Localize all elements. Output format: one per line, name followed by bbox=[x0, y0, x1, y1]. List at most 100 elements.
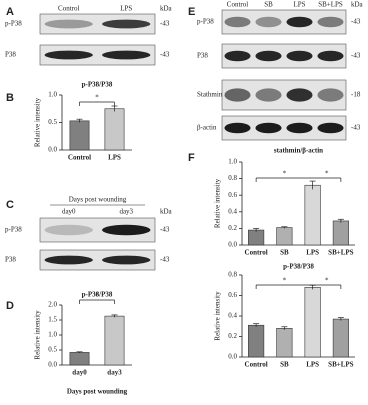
blot-band bbox=[224, 88, 251, 102]
y-tick-label: 0.2 bbox=[228, 332, 237, 340]
kda-label: kDa bbox=[160, 208, 173, 216]
x-tick-label: LPS bbox=[306, 361, 319, 369]
significance-star: * bbox=[95, 292, 99, 300]
x-tick-label: day3 bbox=[107, 369, 122, 377]
row-label: P38 bbox=[197, 52, 208, 60]
blot-strip bbox=[39, 249, 156, 271]
blot-band bbox=[286, 50, 313, 62]
y-tick-label: 0.0 bbox=[228, 353, 237, 361]
lane-label: Control bbox=[227, 1, 248, 9]
bar bbox=[304, 184, 321, 246]
row-label: Stathmin bbox=[197, 91, 223, 99]
bar bbox=[332, 220, 349, 246]
chart-title: p-P38/P38 bbox=[82, 81, 113, 89]
bar bbox=[69, 352, 90, 366]
blot-band bbox=[286, 88, 313, 102]
x-tick-label: SB bbox=[280, 361, 289, 369]
y-tick-label: 0.0 bbox=[48, 361, 57, 369]
blot-band bbox=[102, 50, 151, 60]
y-axis-label: Relative intensity bbox=[34, 310, 42, 360]
blot-band bbox=[224, 16, 251, 28]
blot-band bbox=[255, 88, 282, 102]
panel-letter: F bbox=[188, 152, 195, 164]
significance-star: * bbox=[283, 170, 287, 178]
row-label: P38 bbox=[5, 256, 16, 264]
x-tick-label: SB+LPS bbox=[328, 361, 353, 369]
blot-header: Days post wounding bbox=[69, 196, 127, 204]
blot-band bbox=[44, 50, 93, 60]
blot-band bbox=[255, 16, 282, 28]
blot-band bbox=[317, 88, 344, 102]
y-tick-label: 2.0 bbox=[48, 301, 57, 309]
blot-band bbox=[102, 224, 151, 236]
panel-letter: B bbox=[6, 92, 14, 104]
blot-strip bbox=[39, 44, 156, 66]
panel-letter: D bbox=[6, 300, 14, 312]
significance-star: * bbox=[95, 94, 99, 102]
y-tick-label: 0.2 bbox=[228, 224, 237, 232]
row-label: p-P38 bbox=[5, 226, 22, 234]
blot-band bbox=[286, 16, 313, 28]
blot-band bbox=[224, 50, 251, 62]
lane-label: day0 bbox=[62, 208, 76, 216]
row-label: p-P38 bbox=[197, 18, 214, 26]
blot-band bbox=[317, 50, 344, 62]
chart-title: p-P38/P38 bbox=[82, 291, 113, 299]
panel-letter: A bbox=[6, 6, 14, 18]
lane-label: day3 bbox=[119, 208, 133, 216]
y-axis-label: Relative intensity bbox=[34, 97, 42, 147]
bar bbox=[104, 108, 125, 151]
x-tick-label: Control bbox=[245, 361, 268, 369]
y-axis-label: Relative intensity bbox=[214, 291, 222, 341]
y-tick-label: 0.6 bbox=[228, 191, 237, 199]
row-label: P38 bbox=[5, 51, 16, 59]
y-tick-label: 0.8 bbox=[228, 174, 237, 182]
blot-band bbox=[44, 224, 93, 236]
y-axis-label: Relative intensity bbox=[214, 178, 222, 228]
bar bbox=[69, 120, 90, 151]
bar bbox=[104, 315, 125, 366]
bar bbox=[248, 229, 265, 246]
kda-marker: -43 bbox=[160, 51, 170, 59]
blot-band bbox=[224, 122, 251, 134]
kda-marker: -43 bbox=[160, 20, 170, 28]
y-tick-label: 1.0 bbox=[228, 158, 237, 166]
blot-band bbox=[286, 122, 313, 134]
kda-label: kDa bbox=[160, 5, 173, 13]
y-tick-label: 0.5 bbox=[48, 118, 57, 126]
x-tick-label: Control bbox=[245, 249, 268, 257]
y-tick-label: 0.0 bbox=[48, 146, 57, 154]
blot-band bbox=[255, 50, 282, 62]
row-label: β-actin bbox=[197, 124, 217, 132]
y-tick-label: 1.0 bbox=[48, 91, 57, 99]
blot-band bbox=[102, 19, 151, 29]
y-tick-label: 0.0 bbox=[228, 241, 237, 249]
blot-band bbox=[317, 16, 344, 28]
kda-label: kDa bbox=[351, 1, 364, 9]
blot-band bbox=[317, 122, 344, 134]
chart-title: p-P38/P38 bbox=[283, 263, 314, 271]
y-tick-label: 0.6 bbox=[228, 291, 237, 299]
blot-band bbox=[255, 122, 282, 134]
significance-star: * bbox=[325, 277, 329, 285]
bar bbox=[276, 227, 293, 246]
y-tick-label: 0.4 bbox=[228, 207, 237, 215]
y-tick-label: 0.5 bbox=[48, 346, 57, 354]
row-label: p-P38 bbox=[5, 20, 22, 28]
y-tick-label: 1.0 bbox=[48, 331, 57, 339]
bar bbox=[276, 327, 293, 358]
kda-marker: -43 bbox=[351, 124, 361, 132]
panel-letter: E bbox=[188, 6, 195, 18]
lane-label: Control bbox=[58, 5, 79, 13]
lane-label: SB+LPS bbox=[318, 1, 343, 9]
blot-band bbox=[44, 19, 93, 29]
lane-label: SB bbox=[264, 1, 273, 9]
kda-marker: -18 bbox=[351, 91, 361, 99]
kda-marker: -43 bbox=[351, 18, 361, 26]
kda-marker: -43 bbox=[351, 52, 361, 60]
bar bbox=[332, 318, 349, 358]
blot-band bbox=[102, 255, 151, 265]
x-tick-label: SB bbox=[280, 249, 289, 257]
kda-marker: -43 bbox=[160, 226, 170, 234]
y-tick-label: 0.8 bbox=[228, 271, 237, 279]
